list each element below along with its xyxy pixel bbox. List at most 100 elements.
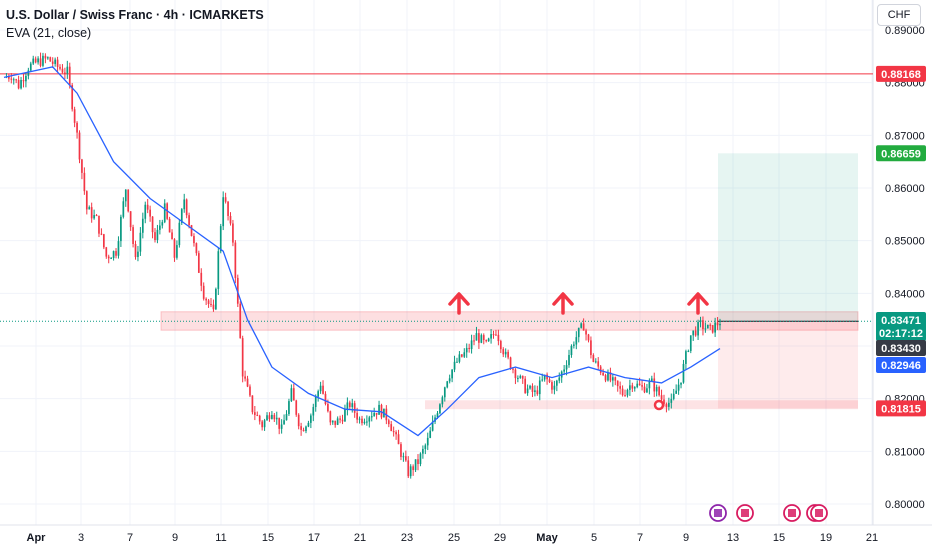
candle-body[interactable] (602, 372, 604, 376)
candle-body[interactable] (358, 418, 361, 420)
candle-body[interactable] (22, 79, 25, 82)
candle-body[interactable] (687, 350, 690, 352)
candle-body[interactable] (711, 325, 714, 333)
candle-body[interactable] (453, 361, 456, 370)
candle-body[interactable] (590, 340, 592, 356)
candle-body[interactable] (110, 258, 113, 260)
candle-body[interactable] (244, 376, 246, 379)
candle-body[interactable] (685, 351, 687, 364)
candle-body[interactable] (402, 456, 405, 458)
candle-body[interactable] (188, 215, 190, 226)
candle-body[interactable] (436, 413, 439, 418)
candle-body[interactable] (219, 226, 222, 252)
candle-body[interactable] (51, 61, 54, 64)
candle-body[interactable] (594, 361, 597, 363)
candle-body[interactable] (85, 191, 88, 210)
candle-body[interactable] (339, 418, 341, 420)
candle-body[interactable] (127, 189, 130, 212)
candle-body[interactable] (689, 335, 692, 351)
candle-body[interactable] (356, 412, 358, 420)
candle-body[interactable] (144, 204, 147, 219)
candle-body[interactable] (633, 387, 636, 389)
candle-body[interactable] (616, 380, 619, 387)
candle-body[interactable] (368, 417, 371, 422)
candle-body[interactable] (268, 415, 271, 419)
candle-body[interactable] (141, 218, 144, 233)
candle-body[interactable] (541, 379, 544, 381)
candle-body[interactable] (414, 459, 417, 471)
candle-body[interactable] (215, 288, 217, 310)
candle-body[interactable] (412, 466, 414, 471)
candle-body[interactable] (607, 372, 609, 381)
candle-body[interactable] (456, 361, 458, 363)
candle-body[interactable] (407, 460, 410, 477)
candle-body[interactable] (78, 132, 81, 160)
candle-body[interactable] (400, 444, 402, 457)
candle-body[interactable] (465, 347, 468, 353)
candle-body[interactable] (670, 398, 673, 403)
candle-body[interactable] (105, 247, 108, 257)
candle-body[interactable] (609, 372, 612, 381)
candle-body[interactable] (536, 390, 539, 395)
candle-body[interactable] (120, 216, 122, 242)
target-zone[interactable] (718, 153, 858, 322)
candle-body[interactable] (353, 403, 356, 413)
candle-body[interactable] (524, 378, 527, 394)
support-zone[interactable] (425, 400, 858, 410)
candle-body[interactable] (210, 303, 212, 305)
candle-body[interactable] (592, 355, 595, 362)
candle-body[interactable] (417, 459, 419, 465)
candle-body[interactable] (482, 335, 485, 341)
candle-body[interactable] (485, 340, 488, 342)
candle-body[interactable] (585, 330, 587, 335)
candle-body[interactable] (76, 122, 78, 133)
candle-body[interactable] (90, 207, 93, 219)
candle-body[interactable] (44, 55, 47, 59)
candle-body[interactable] (716, 322, 719, 326)
candle-body[interactable] (495, 334, 497, 336)
candle-body[interactable] (470, 340, 473, 349)
candle-body[interactable] (719, 324, 721, 326)
candle-body[interactable] (251, 395, 254, 413)
candle-body[interactable] (341, 419, 344, 422)
candle-body[interactable] (443, 387, 446, 398)
stop-zone[interactable] (718, 321, 858, 409)
candle-body[interactable] (314, 396, 317, 408)
candle-body[interactable] (348, 402, 351, 408)
candle-body[interactable] (197, 253, 200, 273)
candle-body[interactable] (224, 197, 227, 202)
candle-body[interactable] (200, 272, 203, 286)
candle-body[interactable] (207, 300, 210, 304)
candle-body[interactable] (29, 63, 32, 71)
candle-body[interactable] (195, 243, 198, 254)
candle-body[interactable] (271, 414, 273, 419)
candle-body[interactable] (677, 384, 680, 391)
candle-body[interactable] (68, 66, 71, 86)
candle-body[interactable] (263, 420, 266, 428)
candle-body[interactable] (283, 420, 285, 425)
candle-body[interactable] (163, 203, 166, 223)
candle-body[interactable] (327, 403, 329, 412)
candle-body[interactable] (395, 432, 397, 435)
candle-body[interactable] (429, 430, 432, 438)
candle-body[interactable] (205, 298, 207, 301)
candle-body[interactable] (497, 334, 500, 342)
candle-body[interactable] (597, 361, 600, 367)
candle-body[interactable] (154, 232, 156, 241)
candle-body[interactable] (473, 340, 475, 342)
candle-body[interactable] (575, 337, 578, 345)
candle-body[interactable] (692, 330, 695, 336)
candle-body[interactable] (149, 209, 151, 217)
candle-body[interactable] (643, 386, 646, 393)
candle-body[interactable] (334, 420, 337, 425)
candle-body[interactable] (604, 375, 607, 381)
candle-body[interactable] (631, 385, 634, 389)
candle-body[interactable] (25, 75, 27, 82)
candle-body[interactable] (546, 374, 548, 380)
candle-body[interactable] (229, 215, 232, 224)
candle-body[interactable] (397, 434, 400, 445)
candle-body[interactable] (98, 215, 100, 234)
candle-body[interactable] (183, 199, 186, 210)
candle-body[interactable] (517, 377, 519, 379)
